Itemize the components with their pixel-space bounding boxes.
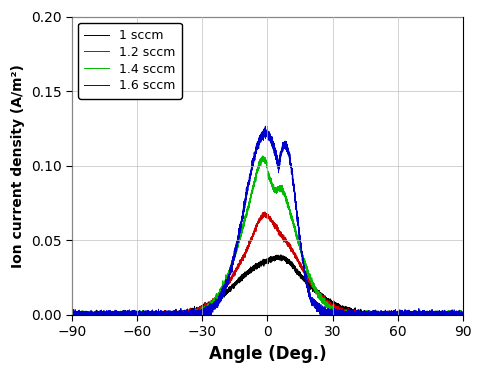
1.6 sccm: [69, 309, 75, 313]
1 sccm: [454, 311, 459, 316]
1.6 sccm: [378, 310, 384, 315]
1.4 sccm: [378, 312, 384, 317]
1.6 sccm: [69, 313, 75, 317]
1 sccm: [314, 290, 320, 294]
1 sccm: [278, 252, 284, 257]
1 sccm: [308, 285, 314, 289]
1.2 sccm: [378, 312, 384, 317]
1.6 sccm: [314, 304, 320, 308]
1.2 sccm: [91, 313, 97, 317]
1.4 sccm: [69, 313, 75, 317]
1.4 sccm: [91, 312, 97, 316]
1.2 sccm: [173, 313, 179, 317]
1.4 sccm: [69, 310, 75, 315]
1 sccm: [378, 312, 384, 317]
1.2 sccm: [314, 289, 320, 293]
1.2 sccm: [454, 313, 459, 317]
1.4 sccm: [454, 313, 459, 317]
1.6 sccm: [91, 310, 97, 315]
X-axis label: Angle (Deg.): Angle (Deg.): [209, 345, 327, 363]
1.6 sccm: [460, 313, 466, 317]
1.6 sccm: [173, 312, 179, 316]
Legend: 1 sccm, 1.2 sccm, 1.4 sccm, 1.6 sccm: 1 sccm, 1.2 sccm, 1.4 sccm, 1.6 sccm: [78, 23, 182, 99]
1.6 sccm: [262, 124, 268, 128]
Line: 1.2 sccm: 1.2 sccm: [72, 212, 463, 315]
1.2 sccm: [262, 210, 268, 214]
Y-axis label: Ion current density (A/m²): Ion current density (A/m²): [11, 64, 25, 268]
Line: 1.6 sccm: 1.6 sccm: [72, 126, 463, 315]
1.4 sccm: [260, 154, 266, 158]
Line: 1.4 sccm: 1.4 sccm: [72, 156, 463, 315]
Line: 1 sccm: 1 sccm: [72, 255, 463, 315]
1.2 sccm: [460, 312, 466, 317]
1.2 sccm: [69, 313, 75, 317]
1 sccm: [91, 313, 97, 317]
1.4 sccm: [314, 291, 320, 295]
1.4 sccm: [308, 280, 314, 285]
1 sccm: [69, 311, 75, 315]
1.4 sccm: [460, 313, 466, 317]
1 sccm: [173, 310, 179, 314]
1.6 sccm: [454, 309, 459, 314]
1.2 sccm: [308, 282, 314, 286]
1 sccm: [460, 312, 466, 317]
1 sccm: [69, 313, 75, 317]
1.4 sccm: [173, 313, 179, 317]
1.6 sccm: [308, 296, 314, 301]
